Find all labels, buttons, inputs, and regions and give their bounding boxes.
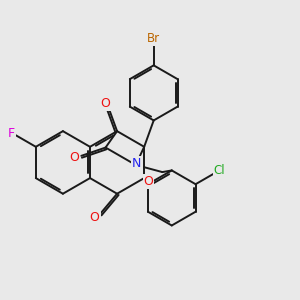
Text: F: F [8,127,15,140]
Text: O: O [90,211,100,224]
Text: O: O [143,175,153,188]
Text: Br: Br [147,32,160,45]
Text: N: N [132,157,142,170]
Text: O: O [69,151,79,164]
Text: O: O [100,97,110,110]
Text: Cl: Cl [214,164,225,177]
